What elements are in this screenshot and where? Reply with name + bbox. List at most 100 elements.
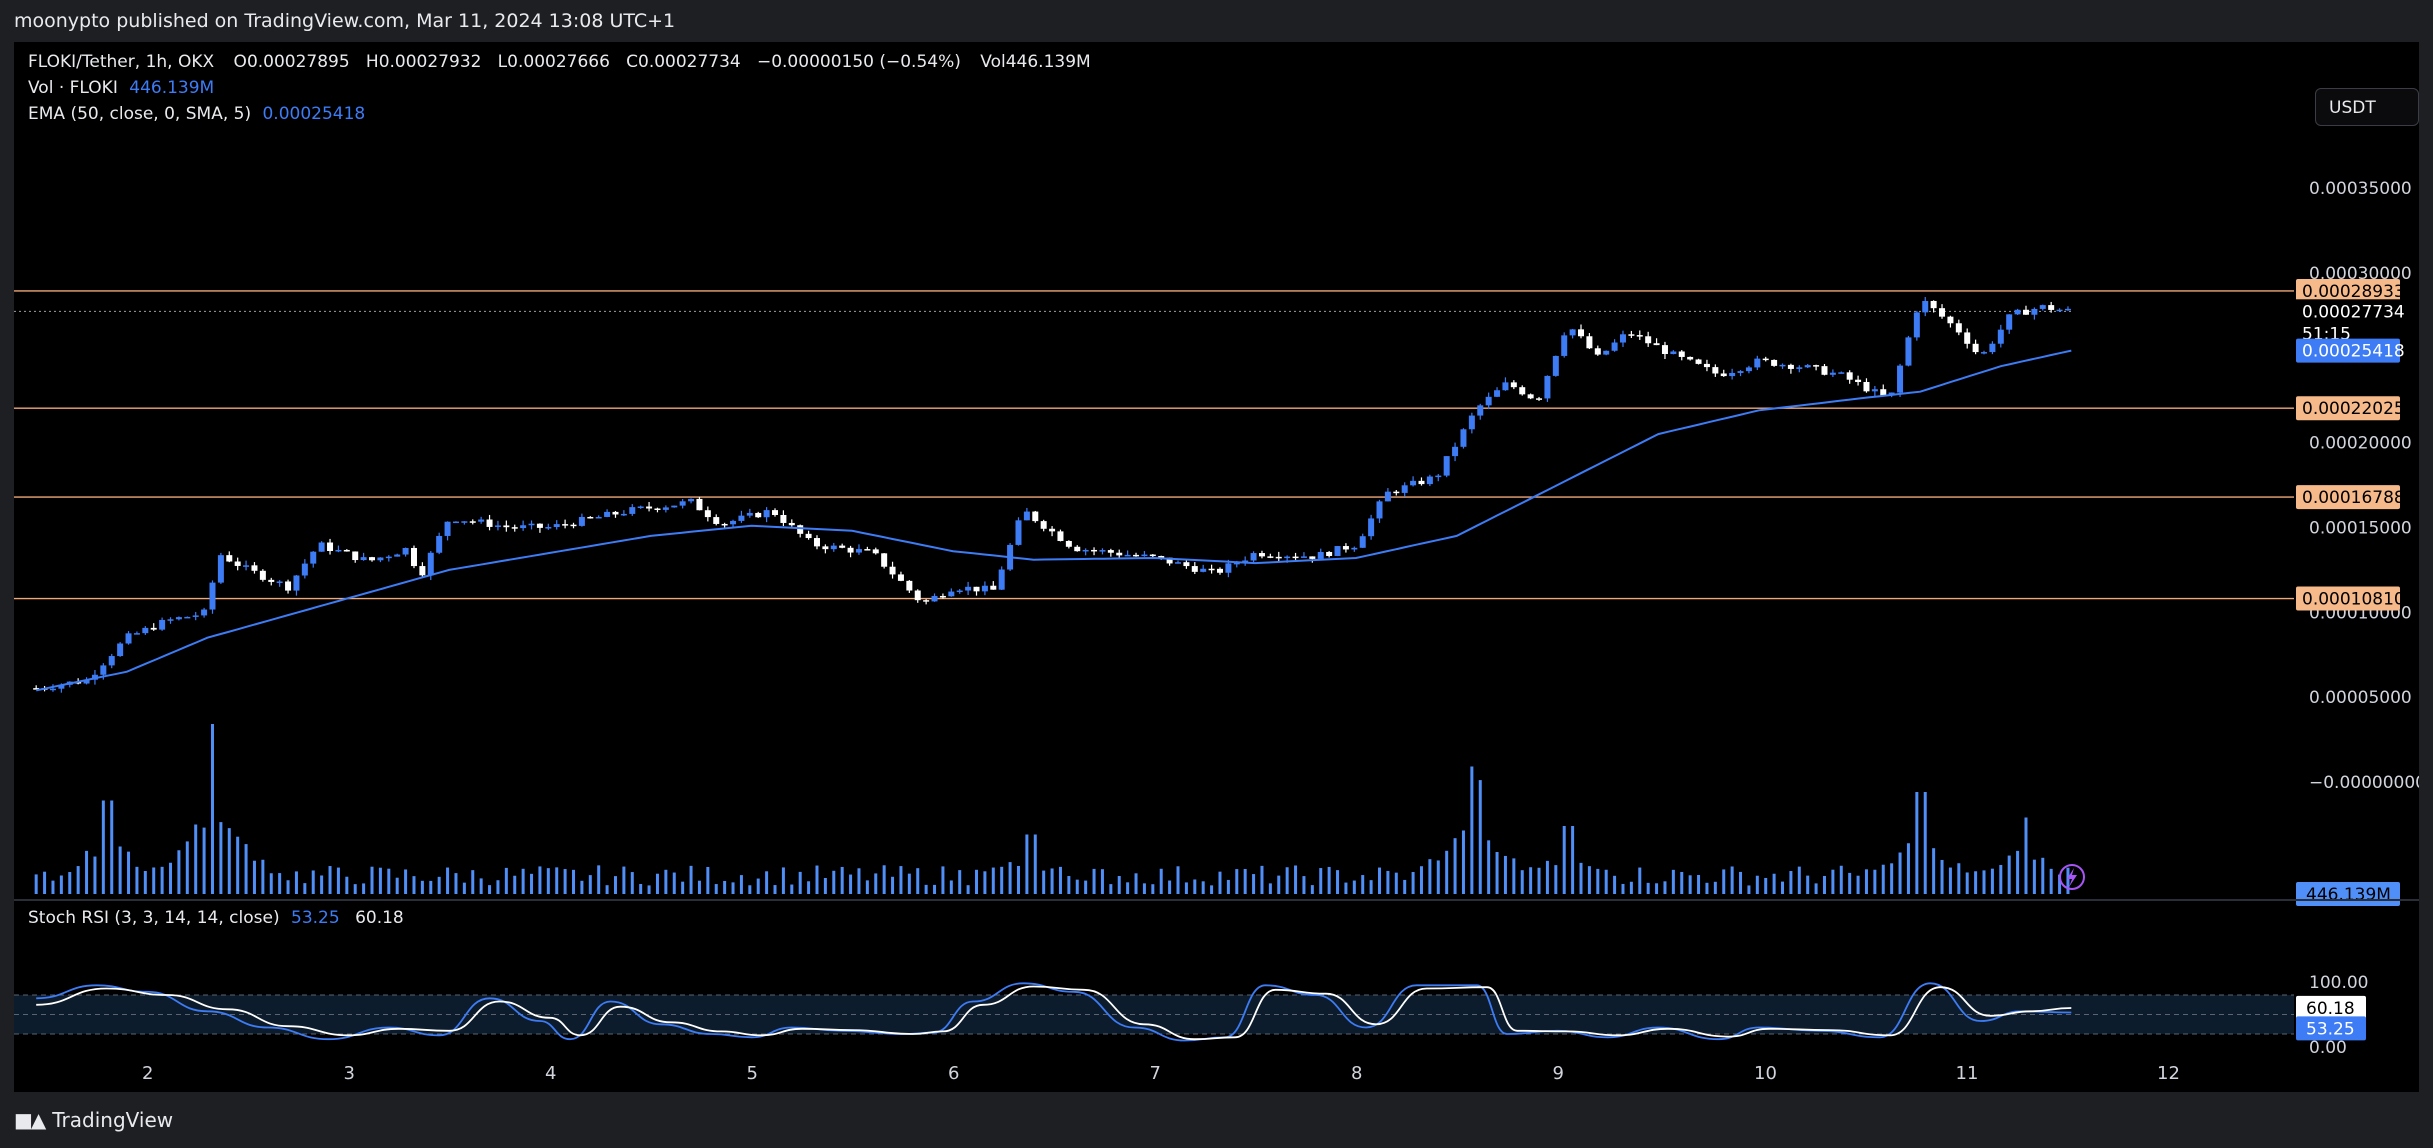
candle-body [1955,323,1962,333]
volume-bar [1260,865,1264,894]
chart-panel[interactable]: 0.00035000 0.00030000 0.00020000 0.00015000… [14,42,2419,1092]
candle-body [1124,554,1131,557]
candle-body [1939,308,1946,317]
volume-bar [958,870,962,894]
candle-body [1326,551,1333,556]
volume-bar [328,866,332,894]
volume-bar [1948,867,1952,894]
volume-bar [1520,870,1524,894]
candle-body [990,585,997,590]
candle-body [1292,556,1299,559]
volume-bar [572,869,576,894]
volume-bar [672,872,676,894]
candle-body [1359,536,1366,548]
volume-bar [303,883,307,894]
close-value: 0.00027734 [638,52,741,72]
candle-body [1099,550,1106,552]
volume-bar [1545,860,1549,894]
volume-bar [294,871,298,894]
candle-body [2006,314,2013,330]
candle-body [226,555,233,562]
volume-bar [622,866,626,894]
volume-bar [1478,780,1482,894]
candle-body [981,585,988,592]
volume-bar [1151,884,1155,894]
stoch-tick-label: 100.00 [2309,973,2368,993]
candle-body [948,591,955,597]
volume-bar [1109,884,1113,894]
candle-body [184,616,191,619]
candle-body [402,547,409,555]
time-axis-label: 7 [1150,1063,1161,1084]
volume-bar [840,866,844,894]
volume-bar [1336,870,1340,894]
volume-bar [1310,885,1314,894]
candle-body [369,557,376,561]
candle-body [2039,305,2046,309]
candle-body [553,524,560,528]
volume-bar [236,836,240,894]
volume-bar [555,867,559,894]
volume-bar [118,846,122,894]
candle-body [49,688,56,691]
time-axis-label: 2 [142,1063,153,1084]
candle-body [2048,305,2055,310]
volume-bar [597,865,601,894]
volume-bar [1629,881,1633,894]
candle-body [1762,358,1769,361]
volume-bar [127,851,131,894]
volume-bar [1881,864,1885,894]
symbol-name: FLOKI/Tether, 1h, OKX [28,52,215,72]
candle-body [209,582,216,610]
volume-bar [1730,866,1734,894]
volume-bar [1436,860,1440,894]
volume-bar [1814,883,1818,894]
volume-bar [916,868,920,894]
volume-bar [1193,879,1197,894]
volume-bar [244,844,248,894]
volume-bar [1529,867,1533,894]
candle-body [872,549,879,554]
level-price-label-bg [2296,586,2400,611]
volume-bar [857,868,861,894]
volume-bar [2049,868,2053,894]
candle-body [1460,429,1467,447]
volume-bar [1982,870,1986,894]
stoch-d-axis-label: 60.18 [2306,999,2355,1019]
volume-bar [1638,867,1642,894]
candle-body [469,521,476,523]
volume-bar [781,867,785,894]
candle-body [486,519,493,527]
candle-body [1485,396,1492,406]
level-price-label: 0.00010810 [2302,590,2405,610]
candle-body [1813,365,1820,367]
candle-body [1653,343,1660,346]
currency-button[interactable]: USDT [2315,88,2419,126]
level-price-label-bg [2296,485,2400,510]
time-axis-label: 4 [545,1063,556,1084]
candle-body [427,552,434,576]
volume-bar [655,873,659,894]
candle-body [410,547,417,567]
footer-bar: ■▲ TradingView [0,1092,2433,1148]
candle-body [562,524,569,526]
volume-bar [1411,872,1415,894]
candle-body [1158,556,1165,558]
candle-body [150,627,157,630]
level-price-label-bg [2296,278,2400,303]
volume-bar [1352,880,1356,894]
volume-bar [1378,867,1382,894]
candle-body [175,617,182,620]
volume-bar [832,870,836,894]
volume-bar [689,865,693,894]
volume-bar [1671,869,1675,894]
volume-bar [1226,879,1230,894]
candle-body [1502,382,1509,391]
tradingview-brand[interactable]: ■▲ TradingView [14,1108,173,1132]
level-price-label: 0.00022025 [2302,399,2405,419]
chart-svg[interactable]: 0.00035000 0.00030000 0.00020000 0.00015000… [14,42,2419,1092]
volume-bar [1235,869,1239,894]
volume-bar [1201,881,1205,894]
candle-body [327,542,334,551]
volume-bar [1537,867,1541,894]
